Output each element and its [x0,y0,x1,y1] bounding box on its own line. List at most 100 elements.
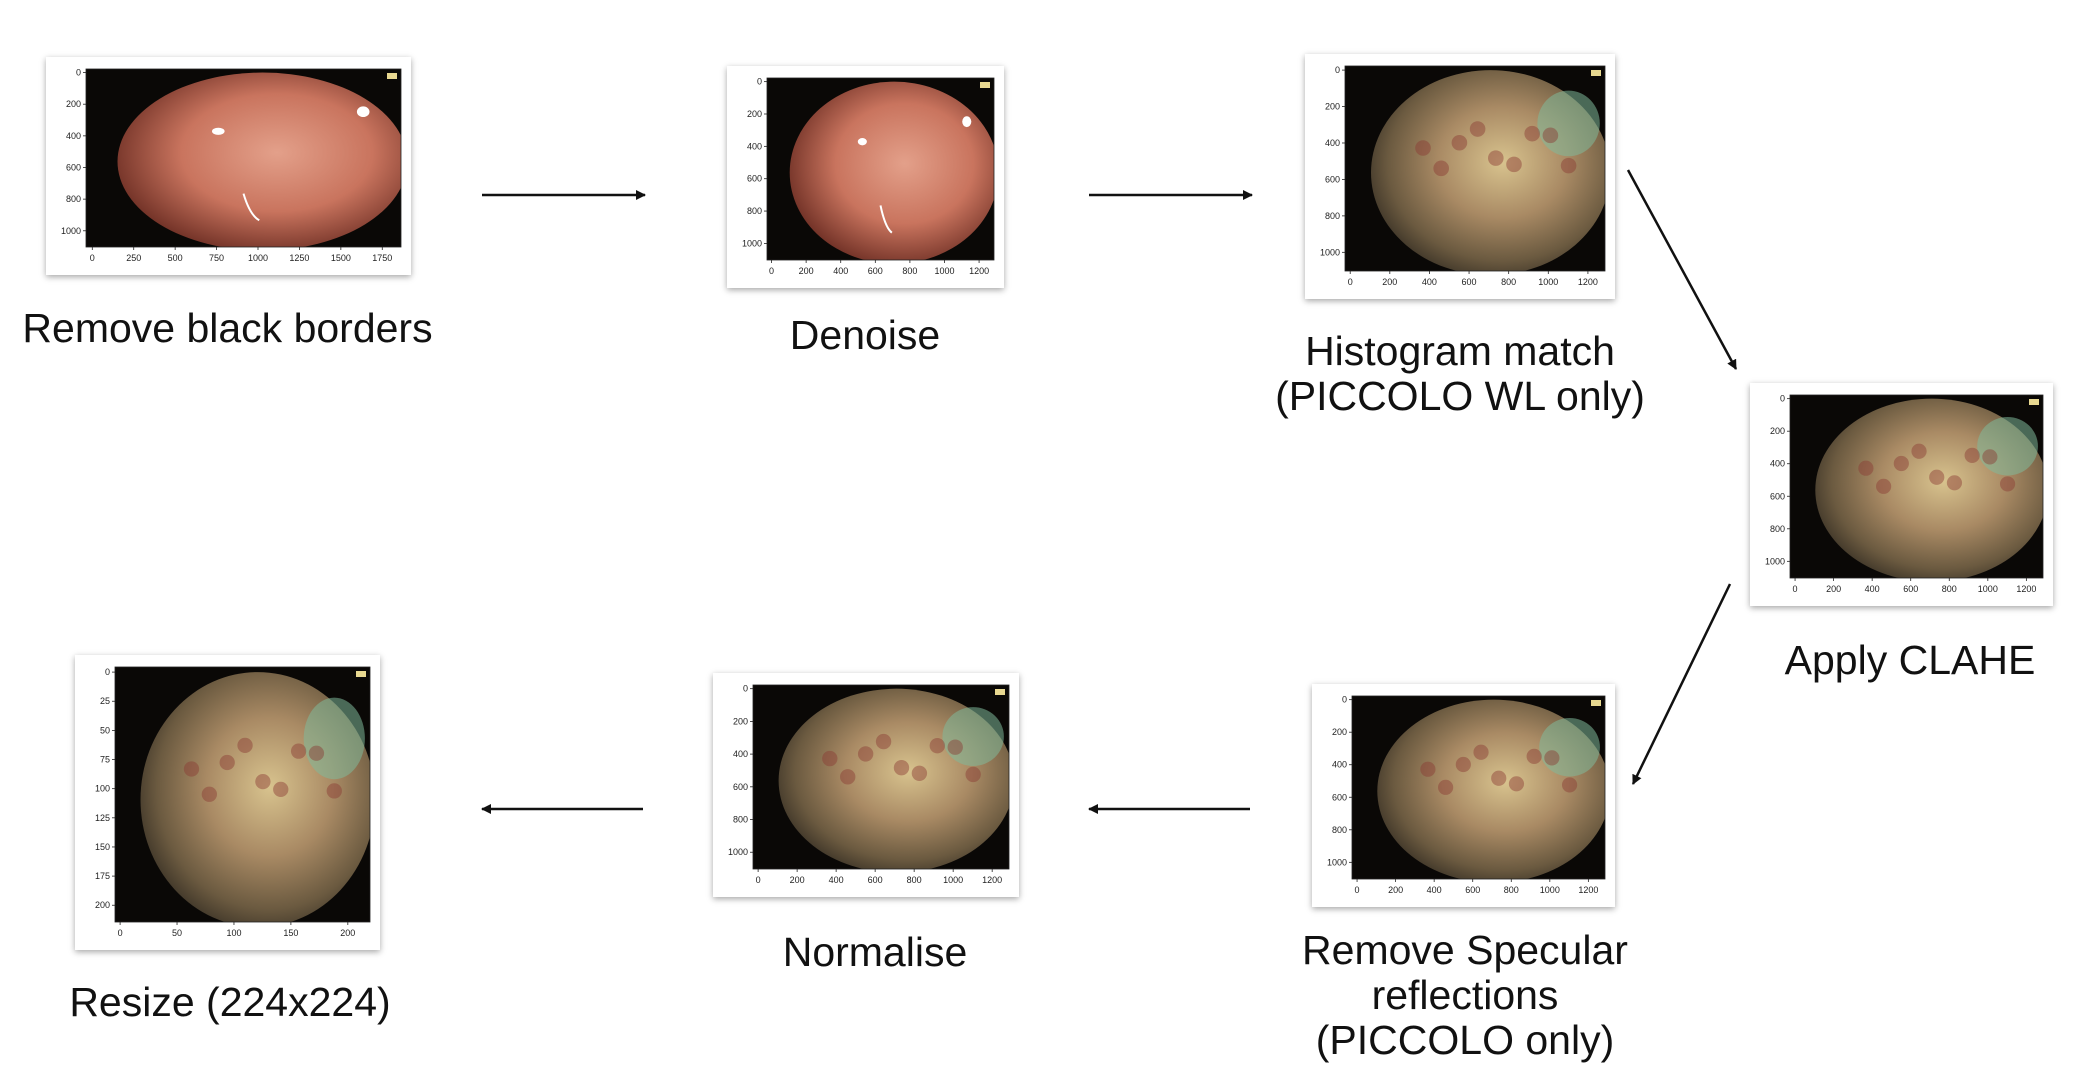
endoscopy-image [86,69,401,247]
step-label-line: Apply CLAHE [1784,637,2036,683]
y-tick-label: 1000 [1320,247,1340,257]
thumbnail-plot: 0 25 50 75 100 125 150 175 200 0 50 100 150 200 [95,666,371,938]
endoscopy-image [767,78,994,260]
step-label-remove-specular-reflections: Remove Specular reflections (PICCOLO only) [1260,928,1670,1063]
x-tick-label: 0 [90,253,95,263]
x-tick-label: 800 [1501,277,1516,287]
x-tick-label: 100 [226,928,241,938]
step-label-apply-clahe: Apply CLAHE [1750,638,2070,683]
step-label-line: Histogram match [1305,328,1615,374]
step-label-denoise: Denoise [715,313,1015,358]
x-tick-label: 500 [168,253,183,263]
x-tick-label: 400 [833,266,848,276]
y-tick-label: 600 [733,782,748,792]
x-tick-label: 800 [1942,584,1957,594]
y-tick-label: 0 [757,77,762,87]
axes-frame [1351,695,1606,880]
y-tick-label: 400 [747,141,762,151]
axes-frame [752,684,1010,870]
x-tick-label: 1000 [1538,277,1558,287]
y-tick-label: 1000 [742,238,762,248]
axes-frame [85,68,402,248]
x-tick-label: 600 [868,266,883,276]
x-tick-label: 150 [283,928,298,938]
y-tick-label: 600 [1332,792,1347,802]
endoscopy-image [115,667,370,922]
step-label-line: Remove black borders [22,305,433,351]
x-tick-label: 1250 [289,253,309,263]
x-tick-label: 600 [1903,584,1918,594]
x-tick-label: 600 [868,875,883,885]
step-label-normalise: Normalise [715,930,1035,975]
y-tick-label: 0 [105,667,110,677]
y-tick-label: 0 [1342,695,1347,705]
step-label-line: Remove Specular [1302,927,1628,973]
y-tick-label: 800 [1325,211,1340,221]
arrow-clahe-to-specular [1631,583,1732,785]
y-tick-label: 600 [1770,491,1785,501]
y-tick-label: 1000 [61,226,81,236]
x-tick-label: 1200 [969,266,989,276]
x-tick-label: 600 [1465,885,1480,895]
step-image-remove-black-borders: 0 200 400 600 800 1000 0 250 500 750 1000 1250 1500 1… [46,57,411,275]
x-tick-label: 200 [340,928,355,938]
x-tick-label: 1000 [934,266,954,276]
endoscopy-image [1790,395,2043,578]
y-tick-label: 25 [100,696,110,706]
x-tick-label: 1000 [248,253,268,263]
y-tick-label: 200 [1332,727,1347,737]
endoscopy-image [1352,696,1605,879]
y-tick-label: 0 [1780,394,1785,404]
y-tick-label: 200 [747,109,762,119]
y-tick-label: 400 [733,749,748,759]
y-tick-label: 600 [66,162,81,172]
y-tick-label: 800 [733,815,748,825]
x-tick-label: 0 [1348,277,1353,287]
y-tick-label: 200 [1325,102,1340,112]
y-tick-label: 0 [1335,65,1340,75]
x-tick-label: 1200 [1578,885,1598,895]
x-tick-label: 0 [769,266,774,276]
axes-frame [114,666,371,923]
x-tick-label: 50 [172,928,182,938]
x-tick-label: 750 [209,253,224,263]
x-tick-label: 0 [1355,885,1360,895]
axes-frame [766,77,995,261]
step-image-apply-clahe: 0 200 400 600 800 1000 0 200 400 600 800 1000 1200 [1750,383,2053,606]
y-tick-label: 200 [1770,426,1785,436]
thumbnail-plot: 0 200 400 600 800 1000 0 200 400 600 800 1000 1200 [1327,695,1606,895]
step-label-line: Resize (224x224) [69,979,391,1025]
y-tick-label: 800 [747,206,762,216]
step-image-histogram-match: 0 200 400 600 800 1000 0 200 400 600 800 1000 1200 [1305,54,1615,299]
y-tick-label: 600 [747,174,762,184]
y-tick-label: 400 [66,131,81,141]
y-tick-label: 200 [95,900,110,910]
x-tick-label: 800 [907,875,922,885]
axes-frame [1344,65,1606,272]
x-tick-label: 1000 [1540,885,1560,895]
x-tick-label: 200 [1826,584,1841,594]
y-tick-label: 200 [733,716,748,726]
y-tick-label: 800 [66,194,81,204]
step-label-remove-black-borders: Remove black borders [0,306,455,351]
x-tick-label: 1500 [331,253,351,263]
y-tick-label: 0 [76,68,81,78]
x-tick-label: 400 [1427,885,1442,895]
y-tick-label: 200 [66,99,81,109]
y-tick-label: 800 [1770,524,1785,534]
x-tick-label: 200 [799,266,814,276]
step-label-resize: Resize (224x224) [30,980,430,1025]
y-tick-label: 1000 [1327,857,1347,867]
endoscopy-image [753,685,1009,869]
x-tick-label: 600 [1462,277,1477,287]
thumbnail-plot: 0 200 400 600 800 1000 0 250 500 750 1000 1250 1500 1… [61,68,402,263]
step-image-resize: 0 25 50 75 100 125 150 175 200 0 50 100 150 200 [75,655,380,950]
step-image-remove-specular-reflections: 0 200 400 600 800 1000 0 200 400 600 800 1000 1200 [1312,684,1615,907]
x-tick-label: 0 [756,875,761,885]
y-tick-label: 1000 [728,847,748,857]
x-tick-label: 250 [126,253,141,263]
x-tick-label: 1000 [943,875,963,885]
y-tick-label: 400 [1325,138,1340,148]
endoscopy-image [1345,66,1605,271]
